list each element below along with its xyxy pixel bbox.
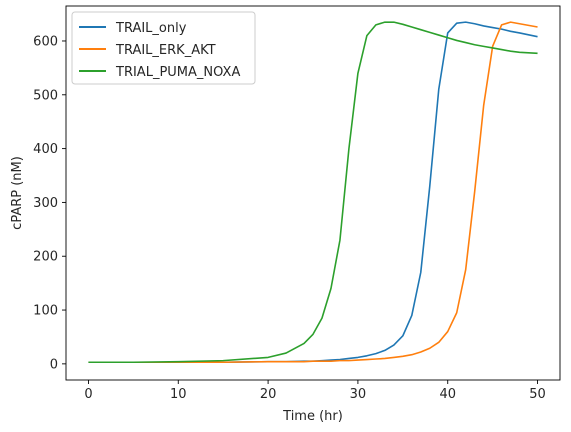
plot-frame [65,5,561,381]
x-tick-label: 50 [529,387,546,402]
series-line-trail-erk-akt [88,21,538,364]
plot-lines [88,21,538,364]
x-tick-label: 20 [260,387,277,402]
x-tick-label: 30 [350,387,367,402]
y-tick-label: 0 [50,357,58,372]
y-axis: 0 100 200 300 400 500 600 [33,34,66,372]
y-tick-label: 200 [33,250,58,265]
legend-label-trail-only: TRAIL_only [115,21,187,36]
x-tick-label: 0 [84,387,92,402]
x-tick-label: 40 [439,387,456,402]
y-tick-label: 500 [33,88,58,103]
x-axis-label: Time (hr) [282,409,343,424]
x-axis: 0 10 20 30 40 50 [84,380,546,402]
x-tick-label: 10 [170,387,187,402]
y-tick-label: 400 [33,142,58,157]
legend-label-trial-puma-noxa: TRIAL_PUMA_NOXA [115,65,240,80]
series-line-trial-puma-noxa [88,21,538,364]
y-tick-label: 600 [33,34,58,49]
legend: TRAIL_only TRAIL_ERK_AKT TRIAL_PUMA_NOXA [71,11,256,85]
legend-box [71,11,256,85]
y-tick-label: 100 [33,304,58,319]
y-tick-label: 300 [33,196,58,211]
y-axis-label: cPARP (nM) [10,156,25,230]
legend-label-trail-erk-akt: TRAIL_ERK_AKT [115,43,216,58]
